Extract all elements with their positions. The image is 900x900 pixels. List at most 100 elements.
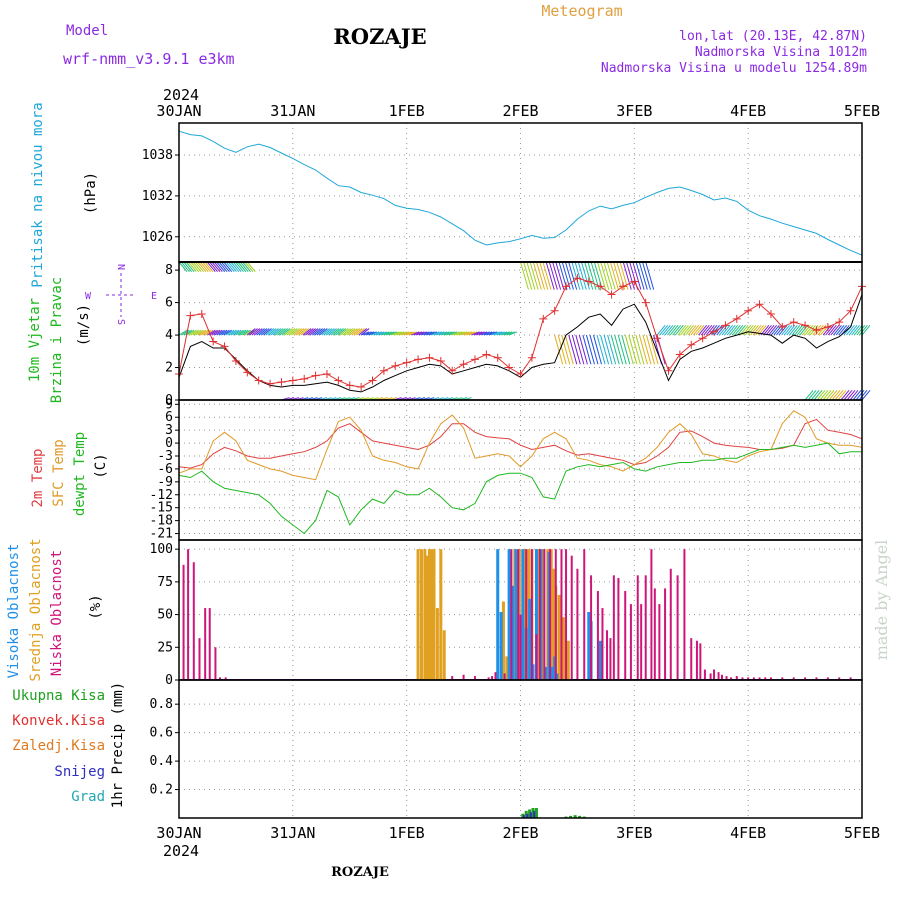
wind-barb	[230, 261, 240, 273]
wind-barb	[423, 331, 433, 336]
wind-barb	[207, 329, 216, 336]
wind-barb	[825, 325, 835, 336]
wind-barb	[199, 261, 209, 273]
wind-gust-marker	[391, 361, 400, 370]
wind-barb	[473, 331, 483, 336]
wind-barb	[286, 328, 296, 336]
year-bottom: 2024	[163, 842, 199, 860]
wind-barb	[242, 261, 251, 273]
wind-barb	[649, 334, 659, 365]
wind-barb	[265, 328, 275, 336]
wind-barb	[476, 331, 485, 336]
cloud-low-bar	[204, 608, 207, 680]
temp-dewpoint-line	[178, 442, 862, 535]
cloud-low-bar	[503, 673, 506, 680]
wind-barb	[690, 325, 700, 336]
wind-barb	[223, 261, 233, 273]
wind-barb	[391, 331, 400, 336]
y-tick-label: -18	[150, 514, 173, 529]
wind-barb	[622, 261, 632, 290]
wind-barb	[610, 334, 620, 365]
precip-snow-bar	[526, 813, 529, 818]
y-tick-label: 75	[157, 575, 173, 590]
wind-barb	[204, 261, 214, 273]
wind-barb	[279, 328, 289, 336]
time-label-top: 5FEB	[844, 102, 880, 120]
wind-gust-marker	[288, 376, 297, 385]
wind-gust-marker	[266, 379, 275, 388]
wind-barb	[646, 334, 655, 365]
wind-barb	[428, 331, 438, 336]
wind-gust-marker	[197, 309, 206, 318]
wind-gust-marker	[755, 300, 764, 309]
cloud-mid-bar	[423, 549, 427, 680]
cloud-high-bar	[528, 598, 532, 680]
wind-barb	[441, 331, 450, 336]
wind-barb	[183, 261, 193, 273]
wind-gust-marker	[482, 350, 491, 359]
wind-barb	[846, 325, 855, 336]
wind-barb	[816, 389, 826, 401]
wind-barb	[353, 328, 363, 336]
cloud-high-bar	[544, 666, 548, 680]
cloud-low-bar	[192, 562, 195, 680]
wind-barb	[703, 325, 713, 336]
wind-barb	[228, 329, 237, 336]
wind-barb	[192, 329, 202, 336]
pressure-unit: (hPa)	[83, 172, 99, 214]
wind-barb	[481, 331, 490, 336]
wind-barb	[300, 328, 310, 336]
wind-barb	[204, 329, 214, 336]
cloud-high-bar	[534, 549, 538, 680]
wind-barb	[408, 331, 417, 336]
wind-barb	[260, 328, 270, 336]
wind-barb	[277, 328, 286, 336]
cloud-mid-bar	[552, 568, 556, 680]
cloud-low-bar	[596, 591, 599, 680]
wind-barb	[526, 261, 536, 290]
model-elevation-label: Nadmorska Visina u modelu 1254.89m	[601, 61, 867, 76]
wind-gust-marker	[448, 366, 457, 375]
y-tick-label: 0.4	[150, 754, 174, 769]
wind-direction-barbs	[178, 261, 871, 401]
wind-barb	[370, 331, 380, 336]
wind-barb	[624, 334, 634, 365]
wind-barb	[788, 325, 798, 336]
cloud-mid-bar	[435, 608, 439, 680]
wind-barb	[664, 325, 674, 336]
wind-barb	[307, 328, 317, 336]
wind-gust-marker	[835, 318, 844, 327]
wind-barb	[830, 325, 840, 336]
precip-total-bar	[534, 808, 538, 818]
wind-barb	[190, 261, 200, 273]
wind-barb	[251, 328, 261, 336]
wind-barb	[834, 389, 844, 401]
wind-barb	[206, 261, 216, 273]
wind-barb	[606, 261, 616, 290]
wind-gust-marker	[778, 322, 787, 331]
wind-barb	[768, 325, 778, 336]
wind-barb	[312, 328, 321, 336]
wind-barb	[493, 331, 503, 336]
wind-barb	[585, 334, 595, 365]
wind-barb	[235, 329, 244, 336]
wind-barb	[852, 389, 862, 401]
wind-barb	[221, 329, 230, 336]
cloud-low-bar	[690, 638, 693, 680]
cloud-low-bar	[612, 575, 615, 680]
wind-barb	[752, 325, 762, 336]
cloud-low-bar	[609, 638, 612, 680]
wind-barb	[564, 261, 574, 290]
wind-barb	[228, 261, 237, 273]
cloud-low-bar	[815, 677, 818, 680]
wind-barb	[613, 261, 623, 290]
wind-barb	[180, 261, 190, 273]
wind-barb	[214, 329, 223, 336]
wind-barb	[192, 261, 202, 273]
wind-barb	[542, 261, 552, 290]
wind-barb	[765, 325, 775, 336]
wind-barb	[827, 325, 837, 336]
cloud-low-bar	[214, 647, 217, 680]
wind-barb	[406, 331, 415, 336]
wind-barb	[332, 328, 342, 336]
